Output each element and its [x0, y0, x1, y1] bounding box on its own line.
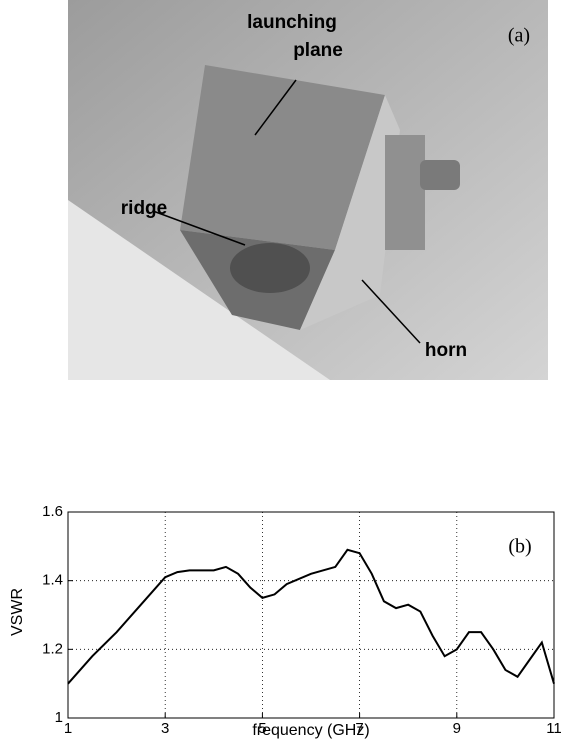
y-tick-label: 1.2 [42, 640, 63, 657]
connector-block [385, 135, 425, 250]
plot-area [68, 512, 554, 718]
annotation: launching [247, 12, 337, 33]
x-tick-label: 11 [546, 720, 562, 737]
figure: launching plane ridge horn (a) 1 1.2 1.4 1.… [0, 0, 564, 742]
y-axis-label: VSWR [9, 588, 26, 636]
x-tick-label: 1 [64, 720, 72, 737]
annotation: plane [293, 40, 343, 61]
photo: launching plane ridge horn (a) [68, 0, 548, 380]
annotation: horn [425, 340, 467, 361]
y-tick-label: 1.4 [42, 572, 63, 589]
y-tick-label: 1.6 [42, 503, 63, 520]
connector [420, 160, 460, 190]
ridge-shape [230, 243, 310, 293]
x-axis-label: frequency (GHz) [252, 722, 369, 739]
panel-label: (b) [508, 536, 531, 558]
x-tick-label: 3 [161, 720, 169, 737]
panel-label: (a) [508, 25, 530, 47]
x-tick-label: 9 [453, 720, 461, 737]
annotation: ridge [121, 198, 167, 219]
y-tick-label: 1 [55, 709, 63, 726]
